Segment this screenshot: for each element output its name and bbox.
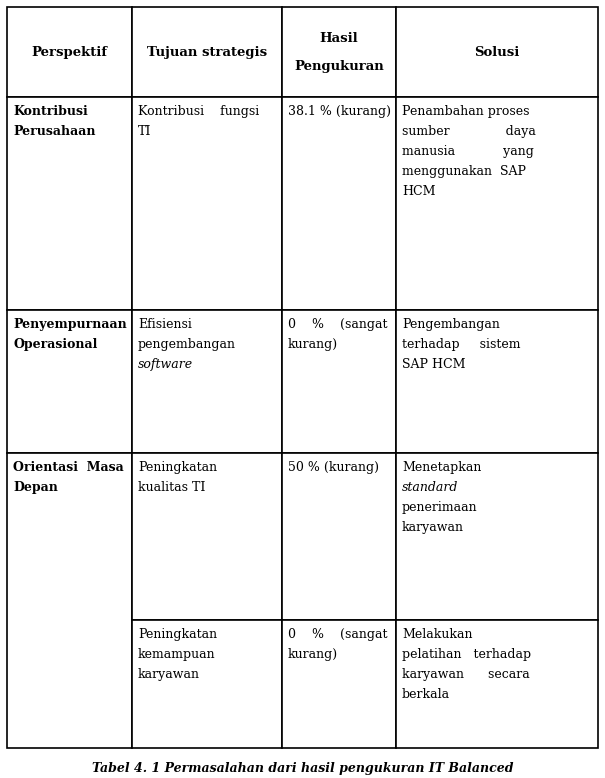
Bar [282,310,396,453]
Bar [282,7,396,97]
Text: Operasional: Operasional [13,338,97,351]
Text: karyawan      secara: karyawan secara [402,668,530,681]
Bar [7,453,132,748]
Bar [132,97,282,310]
Text: Solusi: Solusi [474,45,520,58]
Text: 50 % (kurang): 50 % (kurang) [288,461,379,474]
Text: standard: standard [402,481,459,494]
Text: 0    %    (sangat: 0 % (sangat [288,628,387,641]
Text: Tujuan strategis: Tujuan strategis [147,45,267,58]
Bar [132,620,282,748]
Bar [396,620,598,748]
Text: Menetapkan: Menetapkan [402,461,482,474]
Text: 0    %    (sangat: 0 % (sangat [288,318,387,331]
Text: Melakukan: Melakukan [402,628,473,641]
Text: kurang): kurang) [288,648,338,661]
Text: Perspektif: Perspektif [31,45,108,58]
Text: menggunakan  SAP: menggunakan SAP [402,165,526,178]
Bar [7,7,132,97]
Text: sumber              daya: sumber daya [402,125,536,138]
Text: SAP HCM: SAP HCM [402,358,465,371]
Bar [396,7,598,97]
Text: kualitas TI: kualitas TI [138,481,205,494]
Text: Hasil: Hasil [319,31,358,44]
Text: pengembangan: pengembangan [138,338,236,351]
Text: Peningkatan: Peningkatan [138,461,217,474]
Text: Perusahaan: Perusahaan [13,125,96,138]
Text: Kontribusi: Kontribusi [13,105,88,118]
Text: Peningkatan: Peningkatan [138,628,217,641]
Text: karyawan: karyawan [138,668,200,681]
Bar [396,310,598,453]
Text: Kontribusi    fungsi: Kontribusi fungsi [138,105,260,118]
Text: 38.1 % (kurang): 38.1 % (kurang) [288,105,391,118]
Bar [132,453,282,620]
Text: penerimaan: penerimaan [402,501,477,514]
Text: Tabel 4. 1 Permasalahan dari hasil pengukuran IT Balanced: Tabel 4. 1 Permasalahan dari hasil pengu… [92,762,513,775]
Bar [396,453,598,620]
Text: Pengembangan: Pengembangan [402,318,500,331]
Bar [7,97,132,310]
Text: berkala: berkala [402,688,450,701]
Text: HCM: HCM [402,185,436,198]
Text: TI: TI [138,125,151,138]
Bar [282,453,396,620]
Text: Orientasi  Masa: Orientasi Masa [13,461,124,474]
Bar [282,97,396,310]
Bar [7,310,132,453]
Bar [132,310,282,453]
Bar [396,97,598,310]
Text: terhadap     sistem: terhadap sistem [402,338,520,351]
Text: manusia            yang: manusia yang [402,145,534,158]
Text: kemampuan: kemampuan [138,648,215,661]
Bar [132,7,282,97]
Text: pelatihan   terhadap: pelatihan terhadap [402,648,531,661]
Text: software: software [138,358,193,371]
Text: Depan: Depan [13,481,58,494]
Text: Penambahan proses: Penambahan proses [402,105,529,118]
Text: kurang): kurang) [288,338,338,351]
Text: Efisiensi: Efisiensi [138,318,192,331]
Text: karyawan: karyawan [402,521,464,534]
Text: Penyempurnaan: Penyempurnaan [13,318,127,331]
Bar [282,620,396,748]
Text: Pengukuran: Pengukuran [294,59,384,72]
